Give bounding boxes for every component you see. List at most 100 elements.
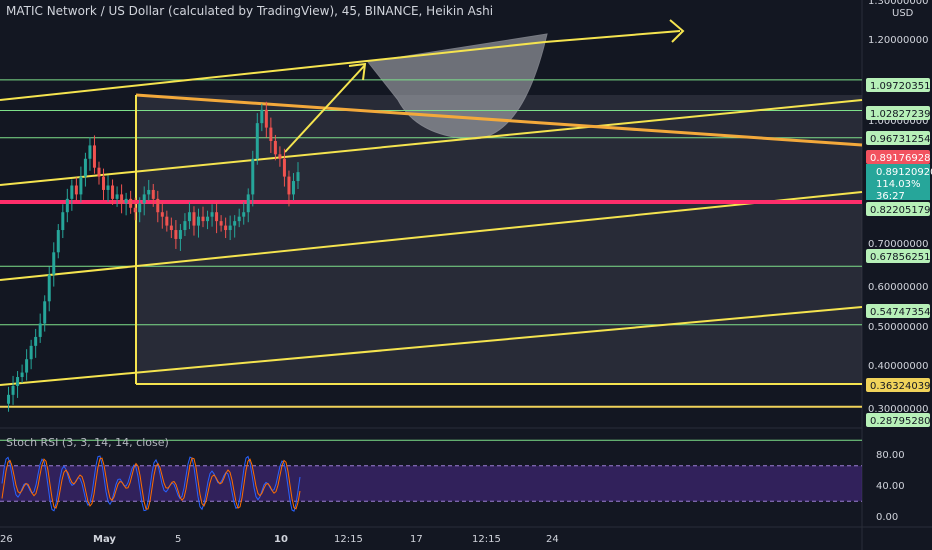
candle-body <box>178 230 182 239</box>
candle-body <box>47 274 51 302</box>
trend-line <box>544 30 681 43</box>
candles <box>7 101 300 412</box>
candle-body <box>88 145 92 159</box>
arrow-head <box>669 19 685 43</box>
level-tag-label: 0.54747354 <box>870 307 930 318</box>
candle-body <box>242 212 246 217</box>
level-tag-label: 0.82205179 <box>870 205 930 216</box>
candle-body <box>133 207 137 213</box>
level-tag-label: 0.28795280 <box>870 416 930 427</box>
candle-body <box>255 123 259 159</box>
candle-body <box>52 252 56 275</box>
candle-body <box>206 216 210 222</box>
time-tick-label: 12:15 <box>334 534 363 545</box>
candle-body <box>187 212 191 222</box>
price-tick-label: 0.50000000 <box>868 322 928 333</box>
candle-body <box>43 301 47 324</box>
candle-body <box>124 198 128 204</box>
time-tick-label: 5 <box>175 534 181 545</box>
candle-body <box>192 212 196 226</box>
time-tick-label: 17 <box>410 534 423 545</box>
level-tag <box>866 413 930 427</box>
candle-body <box>156 198 160 213</box>
candle-body <box>7 394 11 404</box>
price-tick-label: 1.30000000 <box>868 0 928 7</box>
candle-body <box>92 145 96 168</box>
price-tick-label: 0.60000000 <box>868 282 928 293</box>
oscillator-tick-label: 40.00 <box>876 481 905 492</box>
oscillator-title: Stoch RSI (3, 3, 14, 14, close) <box>6 436 169 449</box>
trend-line <box>0 306 863 386</box>
candle-body <box>29 345 33 360</box>
time-tick-label: May <box>93 534 116 545</box>
current-price-label: 0.89120920 <box>876 167 932 178</box>
level-tag <box>866 378 930 392</box>
candle-body <box>219 221 223 226</box>
price-tick-label: 1.00000000 <box>868 116 928 127</box>
candle-body <box>228 225 232 231</box>
candle-body <box>138 203 142 213</box>
candle-body <box>160 212 164 217</box>
candle-body <box>169 225 173 231</box>
oscillator-tick-label: 80.00 <box>876 450 905 461</box>
highlight-tag-label: 0.89176928 <box>870 153 930 164</box>
trend-line <box>0 99 863 186</box>
candle-body <box>287 176 291 195</box>
candle-body <box>210 212 214 217</box>
candle-body <box>38 323 42 337</box>
level-tag-label: 1.02827239 <box>870 109 930 120</box>
oscillator-band <box>0 465 862 502</box>
candle-body <box>291 181 295 195</box>
trend-line <box>0 191 863 281</box>
chart-title: MATIC Network / US Dollar (calculated by… <box>6 4 494 18</box>
price-tick-label: 0.70000000 <box>868 239 928 250</box>
level-tag <box>866 249 930 263</box>
candle-body <box>25 359 29 373</box>
candle-body <box>97 167 101 177</box>
candle-body <box>70 185 74 199</box>
current-price-label: 114.03% <box>876 179 921 190</box>
level-tag <box>866 106 930 120</box>
candle-body <box>224 225 228 231</box>
candle-body <box>20 372 24 378</box>
trend-line <box>135 93 863 147</box>
candle-body <box>74 185 78 195</box>
candle-body <box>269 127 273 141</box>
candle-body <box>147 189 151 195</box>
level-tag <box>866 78 930 92</box>
candle-body <box>151 189 155 199</box>
level-tag-label: 0.36324039 <box>870 381 930 392</box>
time-tick-label: 24 <box>546 534 559 545</box>
candle-body <box>165 216 169 226</box>
candle-body <box>196 216 200 226</box>
candle-body <box>16 377 20 386</box>
stoch-k-line <box>1 455 301 512</box>
candle-body <box>264 109 268 128</box>
projection-arrow <box>284 64 366 153</box>
time-tick-label: 10 <box>274 534 288 545</box>
candle-body <box>142 194 146 204</box>
candle-body <box>120 194 124 204</box>
candle-body <box>83 158 87 177</box>
candle-body <box>278 154 282 159</box>
candle-body <box>79 176 83 195</box>
candle-body <box>201 216 205 222</box>
stoch-d-line <box>1 457 301 510</box>
candle-body <box>11 385 15 395</box>
level-tag <box>866 304 930 318</box>
candle-body <box>260 109 264 124</box>
level-tag-label: 1.09720351 <box>870 81 930 92</box>
candle-body <box>129 198 133 208</box>
candle-body <box>106 185 110 190</box>
candle-body <box>111 185 115 199</box>
price-tick-label: 0.40000000 <box>868 361 928 372</box>
price-tick-label: 0.30000000 <box>868 404 928 415</box>
trend-line <box>0 41 546 101</box>
price-tick-label: 1.20000000 <box>868 35 928 46</box>
time-tick-label: 12:15 <box>472 534 501 545</box>
level-tag-label: 0.96731254 <box>870 134 930 145</box>
candle-body <box>273 140 277 155</box>
arrow-head <box>348 62 367 81</box>
candle-body <box>237 216 241 222</box>
